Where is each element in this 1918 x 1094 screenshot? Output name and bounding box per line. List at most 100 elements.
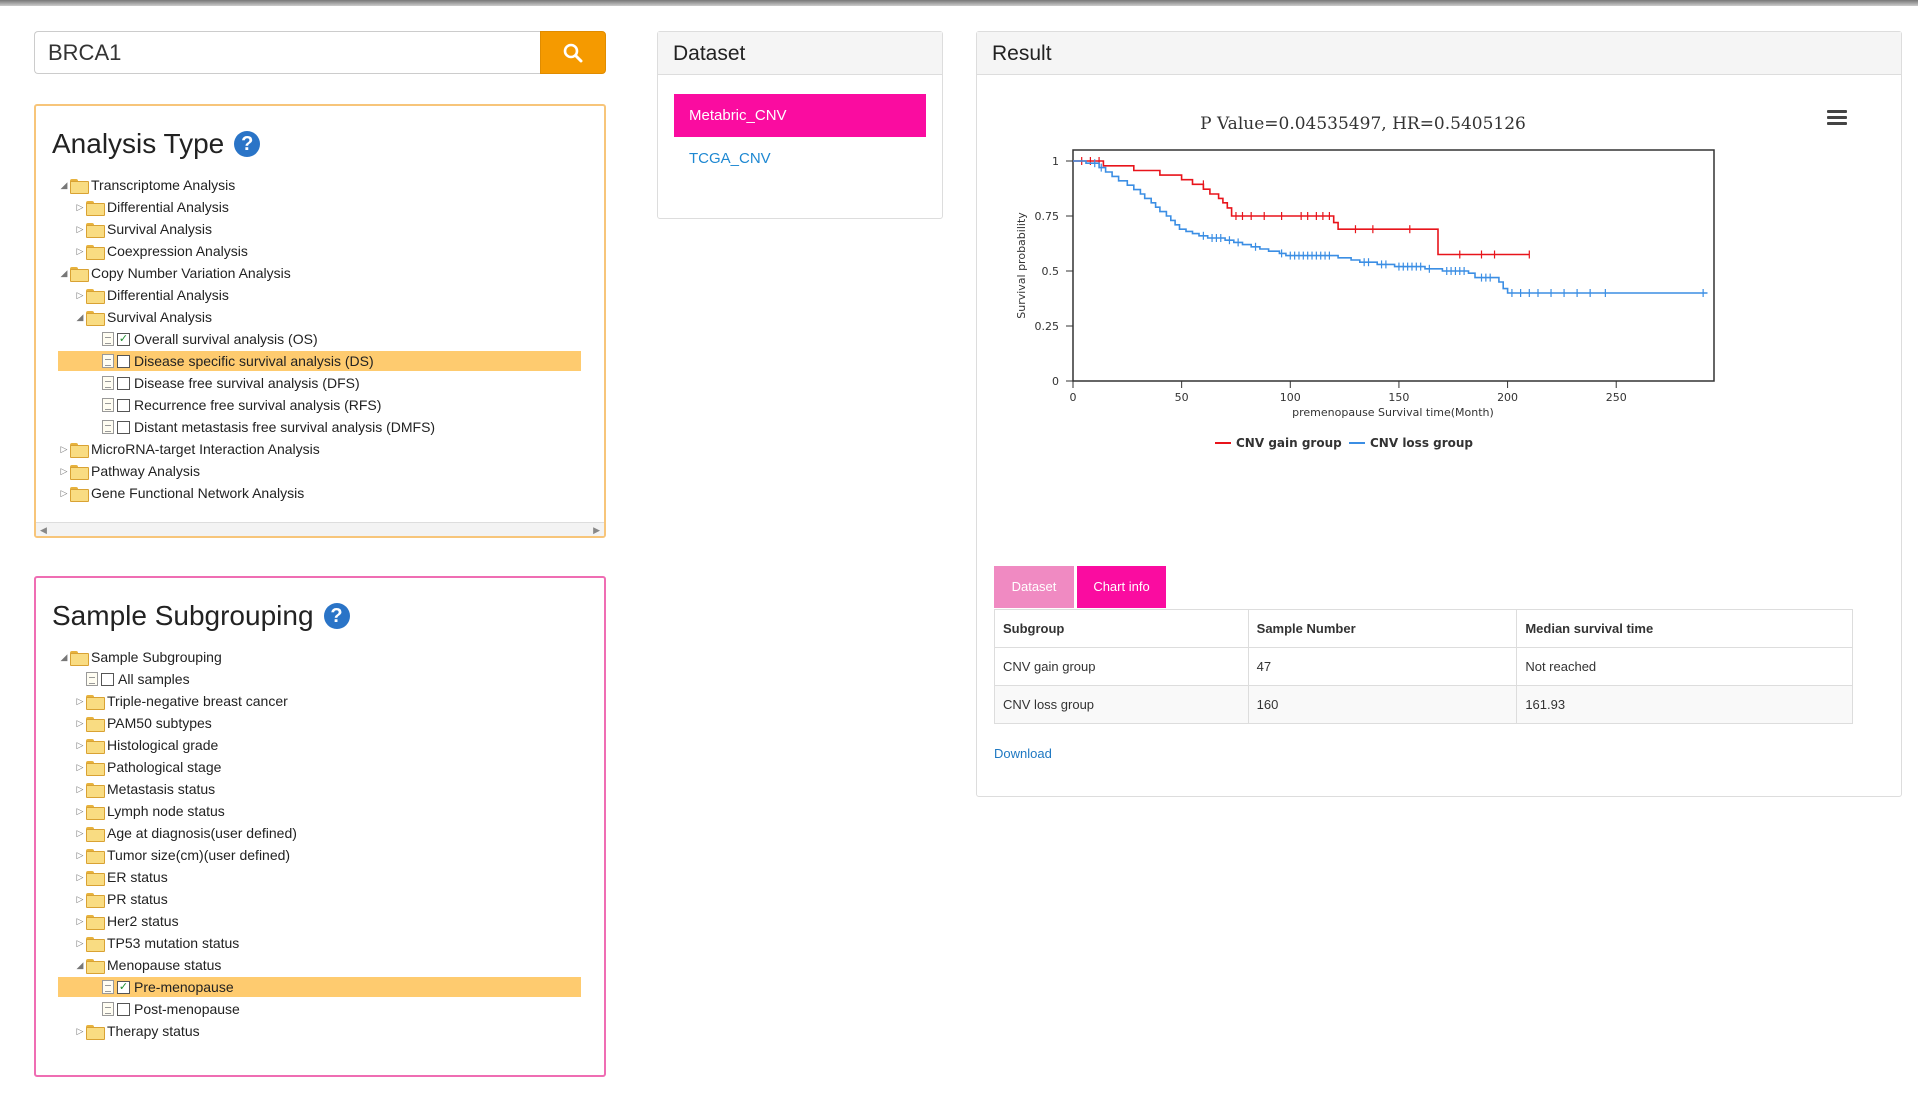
checkbox[interactable]	[117, 1002, 130, 1016]
expanded-arrow-icon[interactable]: ◢	[76, 312, 84, 322]
expanded-arrow-icon[interactable]: ◢	[60, 268, 68, 278]
tree-node-label[interactable]: Copy Number Variation Analysis	[91, 265, 291, 281]
tree-node[interactable]: Disease specific survival analysis (DS)	[58, 350, 582, 372]
tree-node[interactable]: ▷ Age at diagnosis(user defined)	[58, 822, 297, 844]
tree-node-label[interactable]: Differential Analysis	[107, 287, 229, 303]
tree-node[interactable]: Post-menopause	[58, 998, 297, 1020]
tree-node[interactable]: ✓ Overall survival analysis (OS)	[58, 328, 435, 350]
expanded-arrow-icon[interactable]: ◢	[76, 960, 84, 970]
tree-node[interactable]: ▷ Gene Functional Network Analysis	[58, 482, 435, 504]
tree-node[interactable]: ▷ PR status	[58, 888, 297, 910]
collapsed-arrow-icon[interactable]: ▷	[76, 246, 84, 256]
tree-node[interactable]: ▷ Differential Analysis	[58, 284, 435, 306]
collapsed-arrow-icon[interactable]: ▷	[60, 444, 68, 454]
tree-node[interactable]: ▷ Triple-negative breast cancer	[58, 690, 297, 712]
tree-node-label[interactable]: Gene Functional Network Analysis	[91, 485, 305, 501]
tree-node-label[interactable]: Sample Subgrouping	[91, 649, 222, 665]
tree-node[interactable]: Recurrence free survival analysis (RFS)	[58, 394, 435, 416]
tree-node-label[interactable]: Survival Analysis	[107, 221, 213, 237]
checkbox[interactable]	[117, 398, 130, 412]
tree-node[interactable]: ▷ Coexpression Analysis	[58, 240, 435, 262]
tree-node-label[interactable]: Overall survival analysis (OS)	[134, 331, 318, 347]
dataset-item-metabric-cnv[interactable]: Metabric_CNV	[674, 94, 926, 137]
tree-node-label[interactable]: Metastasis status	[107, 781, 216, 797]
tree-node-label[interactable]: Recurrence free survival analysis (RFS)	[134, 397, 382, 413]
tree-node[interactable]: ◢ Copy Number Variation Analysis	[58, 262, 435, 284]
tree-node-label[interactable]: Distant metastasis free survival analysi…	[134, 419, 436, 435]
tree-node-label[interactable]: Transcriptome Analysis	[91, 177, 236, 193]
tree-node-label[interactable]: Pathological stage	[107, 759, 222, 775]
tree-node-label[interactable]: ER status	[107, 869, 168, 885]
tree-node[interactable]: ▷ Histological grade	[58, 734, 297, 756]
checkbox-checked[interactable]: ✓	[117, 980, 130, 994]
tree-node-label[interactable]: Lymph node status	[107, 803, 225, 819]
checkbox[interactable]	[117, 354, 130, 368]
collapsed-arrow-icon[interactable]: ▷	[76, 894, 84, 904]
collapsed-arrow-icon[interactable]: ▷	[76, 850, 84, 860]
tab-dataset[interactable]: Dataset	[994, 566, 1074, 608]
help-icon[interactable]: ?	[234, 131, 261, 157]
tree-node-label[interactable]: TP53 mutation status	[107, 935, 240, 951]
tree-node[interactable]: ▷ Lymph node status	[58, 800, 297, 822]
download-link[interactable]: Download	[994, 746, 1052, 761]
collapsed-arrow-icon[interactable]: ▷	[76, 696, 84, 706]
collapsed-arrow-icon[interactable]: ▷	[60, 488, 68, 498]
tree-node-label[interactable]: Histological grade	[107, 737, 219, 753]
tree-node[interactable]: ◢ Transcriptome Analysis	[58, 174, 435, 196]
tree-node-label[interactable]: Pathway Analysis	[91, 463, 200, 479]
collapsed-arrow-icon[interactable]: ▷	[76, 1026, 84, 1036]
checkbox[interactable]	[117, 420, 130, 434]
checkbox[interactable]	[117, 376, 130, 390]
tree-node[interactable]: ▷ MicroRNA-target Interaction Analysis	[58, 438, 435, 460]
scroll-left-icon[interactable]: ◀	[40, 525, 47, 535]
tree-node-label[interactable]: Tumor size(cm)(user defined)	[107, 847, 291, 863]
tree-node-label[interactable]: PR status	[107, 891, 168, 907]
collapsed-arrow-icon[interactable]: ▷	[76, 762, 84, 772]
tree-node-label[interactable]: Survival Analysis	[107, 309, 213, 325]
help-icon[interactable]: ?	[323, 603, 350, 629]
horizontal-scrollbar[interactable]: ◀ ▶	[36, 522, 604, 536]
dataset-item-tcga-cnv[interactable]: TCGA_CNV	[689, 150, 771, 167]
collapsed-arrow-icon[interactable]: ▷	[76, 872, 84, 882]
collapsed-arrow-icon[interactable]: ▷	[76, 806, 84, 816]
scroll-right-icon[interactable]: ▶	[593, 525, 600, 535]
tab-chart-info[interactable]: Chart info	[1077, 566, 1166, 608]
collapsed-arrow-icon[interactable]: ▷	[76, 224, 84, 234]
search-button[interactable]	[540, 31, 606, 74]
tree-node[interactable]: ▷ TP53 mutation status	[58, 932, 297, 954]
collapsed-arrow-icon[interactable]: ▷	[76, 290, 84, 300]
collapsed-arrow-icon[interactable]: ▷	[76, 938, 84, 948]
tree-node[interactable]: ▷ Survival Analysis	[58, 218, 435, 240]
tree-node-label[interactable]: Disease free survival analysis (DFS)	[134, 375, 360, 391]
tree-node-label[interactable]: Therapy status	[107, 1023, 200, 1039]
collapsed-arrow-icon[interactable]: ▷	[76, 740, 84, 750]
tree-node-label[interactable]: Post-menopause	[134, 1001, 240, 1017]
tree-node[interactable]: ▷ ER status	[58, 866, 297, 888]
tree-node[interactable]: ▷ Her2 status	[58, 910, 297, 932]
tree-node[interactable]: ▷ Pathway Analysis	[58, 460, 435, 482]
tree-node[interactable]: ▷ PAM50 subtypes	[58, 712, 297, 734]
tree-node[interactable]: ◢ Sample Subgrouping	[58, 646, 297, 668]
collapsed-arrow-icon[interactable]: ▷	[76, 828, 84, 838]
collapsed-arrow-icon[interactable]: ▷	[76, 718, 84, 728]
tree-node-label[interactable]: Her2 status	[107, 913, 179, 929]
tree-node[interactable]: All samples	[58, 668, 297, 690]
tree-node-label[interactable]: Coexpression Analysis	[107, 243, 248, 259]
tree-node-label[interactable]: Menopause status	[107, 957, 222, 973]
tree-node[interactable]: ▷ Tumor size(cm)(user defined)	[58, 844, 297, 866]
tree-node[interactable]: ▷ Therapy status	[58, 1020, 297, 1042]
gene-search-input[interactable]	[34, 31, 540, 74]
tree-node-label[interactable]: Disease specific survival analysis (DS)	[134, 353, 374, 369]
collapsed-arrow-icon[interactable]: ▷	[76, 202, 84, 212]
tree-node[interactable]: Disease free survival analysis (DFS)	[58, 372, 435, 394]
tree-node[interactable]: ▷ Metastasis status	[58, 778, 297, 800]
tree-node[interactable]: ▷ Pathological stage	[58, 756, 297, 778]
collapsed-arrow-icon[interactable]: ▷	[76, 784, 84, 794]
tree-node-label[interactable]: All samples	[118, 671, 190, 687]
tree-node[interactable]: ✓ Pre-menopause	[58, 976, 581, 998]
tree-node-label[interactable]: Age at diagnosis(user defined)	[107, 825, 297, 841]
checkbox-checked[interactable]: ✓	[117, 332, 130, 346]
tree-node-label[interactable]: MicroRNA-target Interaction Analysis	[91, 441, 320, 457]
tree-node-label[interactable]: Pre-menopause	[134, 979, 234, 995]
collapsed-arrow-icon[interactable]: ▷	[60, 466, 68, 476]
